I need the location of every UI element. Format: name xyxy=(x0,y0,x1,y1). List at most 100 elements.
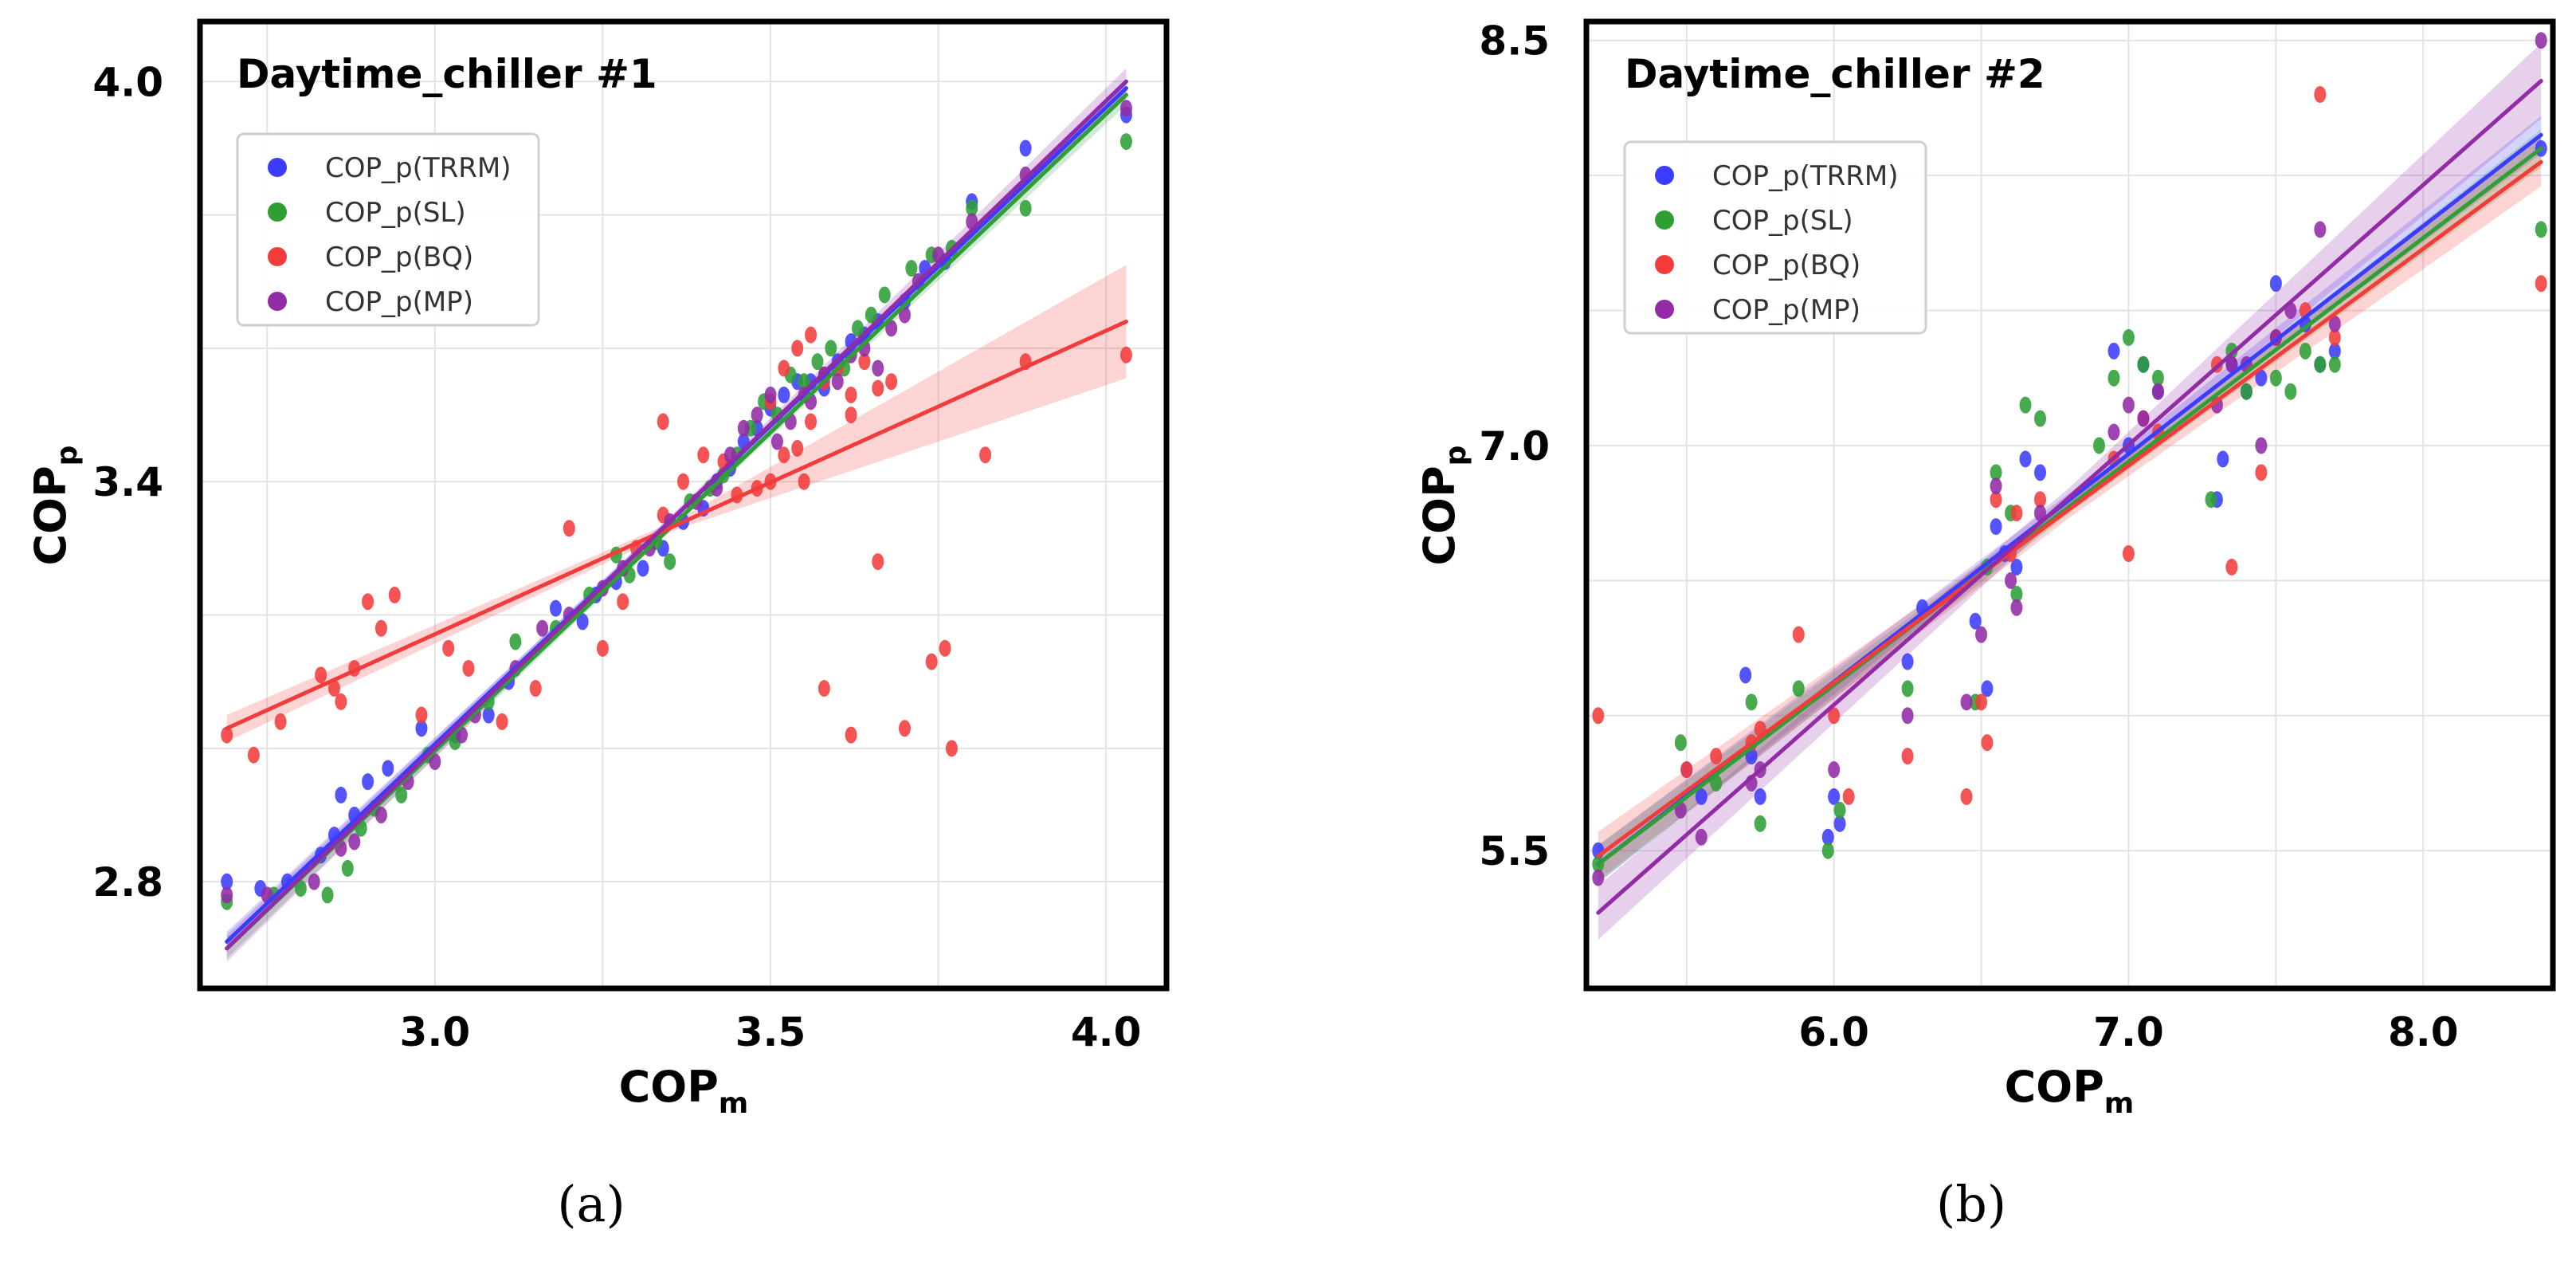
legend-label-b-3: COP_p(MP) xyxy=(1712,294,1860,326)
point-b-s3-24 xyxy=(2328,315,2341,332)
point-a-s2-32 xyxy=(845,386,857,403)
point-a-s1-26 xyxy=(798,373,810,391)
y-tick-label-a-2: 4.0 xyxy=(92,59,163,105)
point-b-s2-17 xyxy=(2122,544,2135,562)
y-tick-label-b-1: 7.0 xyxy=(1479,423,1550,469)
point-b-s3-18 xyxy=(2225,356,2238,373)
point-b-s1-13 xyxy=(2010,585,2023,603)
point-b-s2-15 xyxy=(2034,491,2047,509)
point-b-s1-26 xyxy=(2299,342,2311,359)
point-a-s2-17 xyxy=(617,593,629,611)
x-axis-label-a: COPm xyxy=(619,1062,749,1120)
point-a-s3-33 xyxy=(898,306,911,324)
legend-label-b-2: COP_p(BQ) xyxy=(1712,249,1860,281)
point-b-s2-21 xyxy=(2225,558,2238,576)
point-a-s1-36 xyxy=(966,199,978,217)
x-axis-label-b: COPm xyxy=(2005,1062,2135,1120)
legend-box-a xyxy=(236,132,540,327)
legend-label-a-0: COP_p(TRRM) xyxy=(325,152,511,184)
point-a-s2-5 xyxy=(335,693,347,710)
point-b-s2-9 xyxy=(1960,788,1973,805)
point-b-s0-15 xyxy=(2010,558,2023,576)
y-axis-label-sub-a: p xyxy=(51,446,84,466)
point-a-s1-3 xyxy=(321,886,334,904)
fit-line-b-2 xyxy=(1596,159,2543,858)
point-a-s0-14 xyxy=(576,613,589,630)
point-a-s3-38 xyxy=(1119,100,1132,117)
point-a-s3-5 xyxy=(374,806,387,823)
chart-panel-a: Daytime_chiller #1 COP_p(TRRM) COP_p(SL) C… xyxy=(0,0,1288,1258)
point-b-s0-13 xyxy=(1990,518,2002,536)
point-b-s2-25 xyxy=(2314,85,2327,103)
point-b-s1-27 xyxy=(2314,356,2327,373)
point-a-s3-23 xyxy=(770,433,783,450)
plot-frame-b xyxy=(1583,18,2556,992)
point-a-s2-47 xyxy=(939,639,951,657)
point-a-s1-7 xyxy=(395,786,408,803)
point-b-s1-17 xyxy=(2107,369,2120,387)
legend-marker-b-1 xyxy=(1655,210,1674,230)
y-tick-labels-b: 5.5 7.0 8.5 xyxy=(1479,18,1550,874)
legend-label-a-1: COP_p(SL) xyxy=(325,197,466,229)
point-b-s1-23 xyxy=(2240,383,2253,400)
point-a-s3-4 xyxy=(348,833,361,850)
point-b-s3-14 xyxy=(2122,396,2135,414)
point-b-s2-12 xyxy=(1990,491,2002,509)
point-b-s1-29 xyxy=(2535,221,2547,238)
point-a-s2-9 xyxy=(388,586,401,603)
point-b-s1-6 xyxy=(1821,842,1834,859)
point-a-s2-45 xyxy=(898,720,911,737)
point-a-s2-26 xyxy=(778,446,790,464)
point-b-s2-2 xyxy=(1710,748,1723,765)
point-b-s1-28 xyxy=(2328,356,2341,373)
point-b-s2-8 xyxy=(1901,748,1914,765)
point-b-s0-6 xyxy=(1821,828,1834,846)
point-b-s0-17 xyxy=(2034,464,2047,481)
point-a-s0-9 xyxy=(415,720,428,737)
x-tick-label-a-0: 3.0 xyxy=(400,1009,471,1055)
point-b-s3-10 xyxy=(2005,572,2017,589)
point-b-s2-22 xyxy=(2255,464,2268,481)
point-a-s2-16 xyxy=(596,639,609,657)
y-tick-label-b-0: 5.5 xyxy=(1479,828,1550,874)
x-axis-label-sub-b: m xyxy=(2104,1087,2135,1120)
point-a-s2-29 xyxy=(805,413,817,430)
chart-a: Daytime_chiller #1 COP_p(TRRM)COP_p(SL)C… xyxy=(25,18,1170,1233)
point-a-s3-7 xyxy=(429,753,441,771)
point-a-s2-10 xyxy=(415,706,428,724)
y-tick-label-b-2: 8.5 xyxy=(1479,18,1550,65)
legend-box-b xyxy=(1623,140,1927,335)
x-tick-labels-b: 6.0 7.0 8.0 xyxy=(1798,1009,2458,1055)
legend-label-a-3: COP_p(MP) xyxy=(325,286,473,318)
point-a-s2-49 xyxy=(979,446,992,464)
point-b-s3-12 xyxy=(2034,505,2047,522)
point-a-s0-26 xyxy=(778,386,790,403)
x-tick-label-a-1: 3.5 xyxy=(735,1009,806,1055)
point-b-s1-3 xyxy=(1745,693,1758,711)
fit-line-b-3 xyxy=(1596,79,2543,915)
fit-lines-b xyxy=(1596,79,2543,915)
point-a-s2-13 xyxy=(496,713,508,730)
point-a-s2-46 xyxy=(925,653,938,670)
y-tick-label-a-0: 2.8 xyxy=(92,859,163,905)
point-a-s2-3 xyxy=(315,666,327,684)
point-a-s2-48 xyxy=(945,740,958,757)
point-a-s3-11 xyxy=(536,619,549,637)
point-b-s3-15 xyxy=(2137,410,2150,427)
point-a-s2-27 xyxy=(791,439,804,457)
legend-label-b-1: COP_p(SL) xyxy=(1712,205,1853,237)
point-b-s1-8 xyxy=(1901,680,1914,697)
point-b-s0-5 xyxy=(1754,788,1766,805)
point-a-s3-2 xyxy=(308,873,320,890)
x-axis-label-sub-a: m xyxy=(719,1087,749,1120)
point-a-s2-39 xyxy=(805,326,817,344)
point-b-s1-15 xyxy=(2034,410,2047,427)
point-b-s2-27 xyxy=(2535,275,2547,293)
fit-line-b-1 xyxy=(1596,146,2543,866)
point-b-s0-16 xyxy=(2019,450,2032,468)
point-b-s2-6 xyxy=(1828,707,1841,725)
legend-marker-b-3 xyxy=(1655,300,1674,319)
y-tick-labels-a: 2.8 3.4 4.0 xyxy=(92,59,163,905)
point-b-s3-11 xyxy=(2010,599,2023,616)
point-a-s2-52 xyxy=(657,413,669,430)
